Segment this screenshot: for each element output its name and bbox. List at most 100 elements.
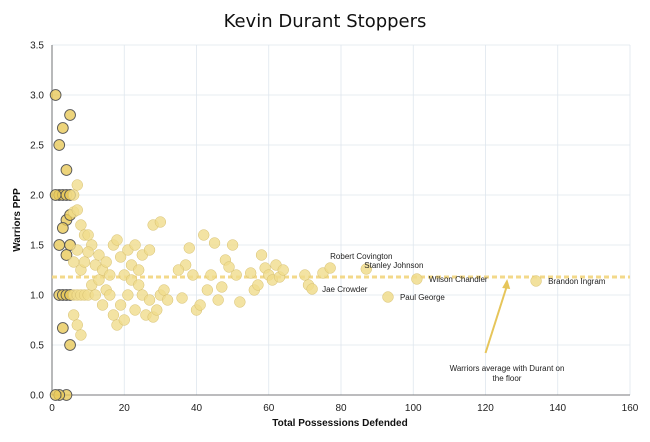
grid bbox=[51, 44, 631, 396]
y-tick-label: 2.0 bbox=[30, 191, 44, 202]
labeled-point bbox=[324, 262, 336, 274]
scatter-point bbox=[82, 229, 94, 241]
scatter-point bbox=[68, 309, 80, 321]
y-tick-label: 0.0 bbox=[30, 391, 44, 402]
scatter-point bbox=[158, 284, 170, 296]
scatter-point bbox=[107, 309, 120, 321]
scatter-point bbox=[82, 246, 94, 258]
labeled-point bbox=[411, 273, 423, 285]
annotation-text-line1: Warriors average with Durant on bbox=[450, 364, 565, 373]
scatter-point bbox=[49, 189, 62, 201]
scatter-point bbox=[78, 256, 91, 268]
scatter-point bbox=[194, 299, 206, 311]
scatter-point bbox=[122, 289, 134, 301]
scatter-point bbox=[53, 239, 66, 251]
scatter-point bbox=[205, 269, 217, 281]
y-tick-label: 2.5 bbox=[30, 141, 44, 152]
scatter-point bbox=[49, 389, 62, 401]
scatter-point bbox=[216, 281, 228, 293]
scatter-point bbox=[89, 289, 101, 301]
scatter-point bbox=[212, 294, 224, 306]
scatter-point bbox=[129, 304, 141, 316]
y-tick-label: 0.5 bbox=[30, 341, 44, 352]
scatter-point bbox=[208, 237, 221, 249]
scatter-point bbox=[71, 179, 83, 191]
scatter-point bbox=[187, 269, 199, 281]
x-tick-label: 160 bbox=[622, 403, 639, 414]
x-tick-label: 120 bbox=[477, 403, 494, 414]
scatter-point bbox=[49, 89, 62, 101]
player-label: Robert Covington bbox=[330, 252, 392, 261]
scatter-point bbox=[93, 274, 105, 286]
scatter-point bbox=[56, 322, 69, 334]
scatter-point bbox=[172, 264, 185, 276]
annotation-text-line2: the floor bbox=[493, 374, 522, 383]
scatter-point bbox=[183, 242, 195, 254]
x-tick-label: 20 bbox=[119, 403, 131, 414]
scatter-point bbox=[114, 299, 127, 311]
scatter-point bbox=[56, 122, 69, 134]
scatter-point bbox=[198, 229, 210, 241]
scatter-point bbox=[118, 314, 130, 326]
scatter-point bbox=[71, 204, 83, 216]
scatter-point bbox=[161, 294, 174, 306]
x-tick-label: 0 bbox=[49, 403, 55, 414]
scatter-point bbox=[151, 304, 163, 316]
scatter-point bbox=[255, 249, 268, 261]
labeled-point bbox=[360, 263, 372, 275]
scatter-point bbox=[56, 222, 69, 234]
x-axis-label: Total Possessions Defended bbox=[272, 418, 407, 429]
scatter-point bbox=[226, 239, 239, 251]
tick-labels: 0.0 0.5 1.0 1.5 2.0 2.5 3.0 3.5 0 20 40 60 80 100 120 1… bbox=[30, 41, 639, 415]
annotation-arrow-line bbox=[484, 284, 509, 354]
scatter-point bbox=[93, 249, 105, 261]
player-label: Paul George bbox=[400, 293, 445, 302]
x-tick-label: 140 bbox=[549, 403, 566, 414]
scatter-point bbox=[176, 292, 188, 304]
scatter-point bbox=[143, 244, 156, 256]
scatter-point bbox=[143, 294, 156, 306]
scatter-point bbox=[68, 189, 80, 201]
scatter-point bbox=[64, 109, 76, 121]
chart-title: Kevin Durant Stoppers bbox=[224, 11, 427, 32]
scatter-point bbox=[53, 139, 66, 151]
player-label: Wilson Chandler bbox=[429, 275, 488, 284]
labeled-point bbox=[306, 283, 318, 295]
scatter-point bbox=[277, 264, 289, 276]
scatter-point bbox=[75, 329, 87, 341]
annotation-arrow-head bbox=[502, 279, 511, 289]
scatter-point bbox=[60, 164, 73, 176]
scatter-point bbox=[75, 219, 87, 231]
x-tick-label: 80 bbox=[335, 403, 347, 414]
scatter-point bbox=[111, 234, 123, 246]
y-tick-label: 1.0 bbox=[30, 291, 44, 302]
y-tick-label: 3.0 bbox=[30, 91, 44, 102]
x-tick-label: 40 bbox=[191, 403, 203, 414]
scatter-point bbox=[64, 339, 76, 351]
scatter-point bbox=[230, 269, 242, 281]
scatter-point bbox=[129, 239, 141, 251]
scatter-point bbox=[104, 289, 116, 301]
scatter-point bbox=[114, 251, 127, 263]
scatter-point bbox=[71, 244, 83, 256]
scatter-point bbox=[245, 267, 257, 279]
player-label: Stanley Johnson bbox=[364, 261, 423, 270]
y-axis-label: Warriors PPP bbox=[12, 188, 23, 252]
labeled-point bbox=[530, 275, 542, 287]
scatter-point bbox=[104, 269, 116, 281]
scatter-point bbox=[234, 296, 246, 308]
scatter-point bbox=[201, 284, 213, 296]
x-tick-label: 60 bbox=[263, 403, 275, 414]
scatter-point bbox=[100, 256, 112, 268]
y-tick-label: 1.5 bbox=[30, 241, 44, 252]
player-label: Jae Crowder bbox=[322, 285, 368, 294]
x-tick-label: 100 bbox=[405, 403, 422, 414]
scatter-point bbox=[133, 279, 145, 291]
scatter-point bbox=[96, 299, 109, 311]
scatter-point bbox=[154, 216, 167, 228]
scatter-point bbox=[299, 269, 311, 281]
scatter-point bbox=[223, 261, 235, 273]
